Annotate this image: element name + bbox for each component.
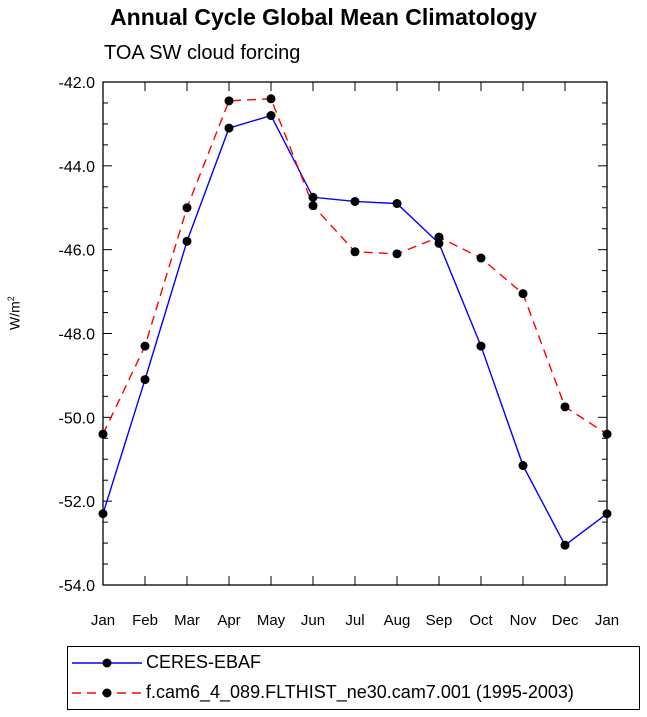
data-point-series-1 bbox=[350, 247, 360, 257]
data-point-series-1 bbox=[518, 289, 528, 299]
data-point-series-1 bbox=[602, 429, 612, 439]
y-tick-label: -46.0 bbox=[59, 243, 96, 260]
legend-label-ceres: CERES-EBAF bbox=[146, 652, 262, 672]
data-point-series-0 bbox=[224, 123, 234, 133]
data-point-series-0 bbox=[98, 509, 108, 519]
legend-label-model: f.cam6_4_089.FLTHIST_ne30.cam7.001 (1995… bbox=[146, 682, 574, 702]
data-point-series-1 bbox=[98, 429, 108, 439]
data-point-series-0 bbox=[308, 192, 318, 202]
legend-entry-model: f.cam6_4_089.FLTHIST_ne30.cam7.001 (1995… bbox=[68, 678, 639, 708]
legend: CERES-EBAF f.cam6_4_089.FLTHIST_ne30.cam… bbox=[67, 646, 640, 710]
y-tick-label: -50.0 bbox=[59, 410, 96, 427]
y-tick-label: -48.0 bbox=[59, 327, 96, 344]
data-point-series-0 bbox=[392, 199, 402, 209]
data-point-series-0 bbox=[140, 375, 150, 385]
legend-swatch-model bbox=[72, 688, 142, 698]
x-tick-label: Mar bbox=[174, 612, 200, 629]
data-point-series-1 bbox=[434, 232, 444, 242]
legend-entry-ceres: CERES-EBAF bbox=[68, 648, 639, 678]
x-tick-label: Sep bbox=[426, 612, 453, 629]
series-line-0 bbox=[102, 114, 608, 547]
data-point-series-1 bbox=[140, 341, 150, 351]
data-point-series-1 bbox=[308, 201, 318, 211]
y-tick-label: -54.0 bbox=[59, 578, 96, 595]
y-tick-label: -42.0 bbox=[59, 75, 96, 92]
line-chart: -42.0 -44.0 -46.0 -48.0 -50.0 -52.0 -54.0 Jan Fe… bbox=[59, 75, 620, 629]
legend-swatch-ceres bbox=[72, 658, 142, 668]
x-tick-label: Oct bbox=[469, 612, 493, 629]
series-line-1 bbox=[102, 98, 608, 435]
x-tick-label: Jan bbox=[91, 612, 115, 629]
x-tick-label: May bbox=[257, 612, 286, 629]
data-point-series-1 bbox=[182, 203, 192, 213]
data-point-series-0 bbox=[518, 461, 528, 471]
plot-frame bbox=[102, 81, 608, 586]
data-point-series-0 bbox=[182, 236, 192, 246]
x-tick-label: Feb bbox=[132, 612, 158, 629]
chart-subtitle: TOA SW cloud forcing bbox=[104, 42, 301, 64]
data-point-series-1 bbox=[266, 94, 276, 104]
x-tick-label: Jul bbox=[345, 612, 364, 629]
data-point-series-0 bbox=[350, 196, 360, 206]
y-tick-label: -44.0 bbox=[59, 159, 96, 176]
x-tick-label: Jun bbox=[301, 612, 325, 629]
data-point-series-0 bbox=[476, 341, 486, 351]
data-point-series-1 bbox=[392, 249, 402, 259]
data-point-series-0 bbox=[602, 509, 612, 519]
data-point-series-1 bbox=[476, 253, 486, 263]
data-point-series-1 bbox=[224, 96, 234, 106]
data-point-series-1 bbox=[560, 402, 570, 412]
x-tick-label: Jan bbox=[595, 612, 619, 629]
data-point-series-0 bbox=[560, 540, 570, 550]
x-tick-label: Apr bbox=[217, 612, 240, 629]
x-tick-label: Nov bbox=[510, 612, 537, 629]
x-tick-label: Dec bbox=[552, 612, 579, 629]
y-tick-label: -52.0 bbox=[59, 494, 96, 511]
data-point-series-0 bbox=[434, 238, 444, 248]
x-tick-label: Aug bbox=[384, 612, 411, 629]
data-point-series-0 bbox=[266, 111, 276, 121]
chart-title: Annual Cycle Global Mean Climatology bbox=[110, 4, 537, 30]
